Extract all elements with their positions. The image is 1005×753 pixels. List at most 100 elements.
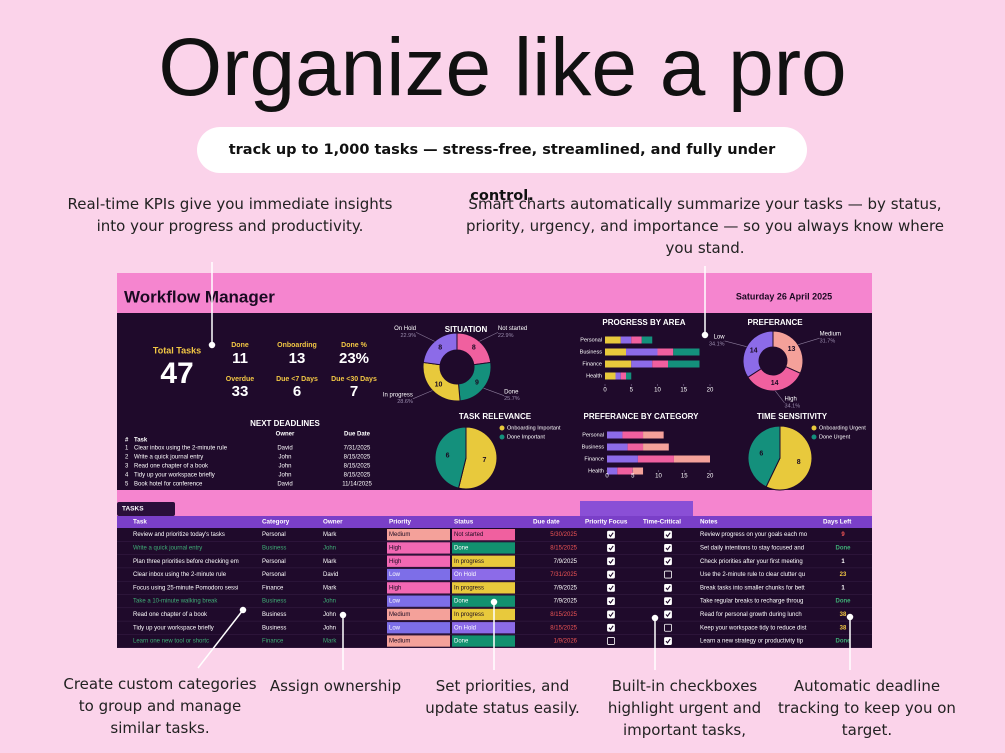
due-date-cell: 8/15/2025 [550,612,577,618]
category-cell: Finance [262,585,284,591]
checkbox [607,544,615,552]
dashboard: Workflow Manager Saturday 26 April 2025 TA… [117,273,872,648]
priority-cell: Low [389,572,401,578]
deadline-cell: 4 [125,473,129,479]
chart-title: PROGRESS BY AREA [602,318,685,327]
notes-cell: Learn a new strategy or productivity tip [700,639,804,645]
callout: Built-in checkboxes highlight urgent and… [607,677,762,739]
x-tick-label: 20 [707,474,714,480]
owner-cell: Mark [323,639,337,645]
days-left-cell: 9 [841,532,845,538]
due-date-cell: 7/9/2025 [554,585,578,591]
task-cell: Focus using 25-minute Pomodoro sessi [133,585,238,591]
owner-cell: John [323,599,336,605]
table-header [117,516,872,528]
column-header: Category [262,519,290,526]
status-pill [452,582,515,594]
x-tick-label: 0 [605,474,609,480]
category-cell: Personal [262,532,286,538]
slice-percent: 25.7% [504,396,520,402]
pie-slice [765,425,813,491]
bar-segment [607,443,628,451]
date: Saturday 26 April 2025 [736,291,832,301]
priority-pill [387,529,450,541]
checkbox [607,637,615,645]
x-tick-label: 5 [631,474,635,480]
bar-segment [631,360,653,368]
deadline-cell: 5 [125,482,129,488]
slice-percent: 34.1% [785,403,801,409]
days-left-cell: 38 [840,625,847,631]
status-pill [452,555,515,567]
deadline-cell: 11/14/2025 [342,482,372,488]
check [608,572,614,578]
tab-strip [117,490,872,516]
column-header: Notes [700,519,718,526]
owner-cell: Mark [323,559,337,565]
priority-pill [387,582,450,594]
slice-value: 8 [438,345,442,352]
status-cell: Done [454,599,469,605]
pie-slice [772,330,804,374]
owner-cell: John [323,625,336,631]
chart-title: SITUATION [445,325,488,334]
notes-cell: Review progress on your goals each mo [700,532,808,538]
column-header: Days Left [823,519,852,526]
checkbox [664,570,672,579]
deadline-cell: John [278,455,291,461]
status-cell: Done [454,639,469,645]
task-cell: Plan three priorities before checking em [133,559,239,565]
kpi-label: Total Tasks [153,345,201,355]
check [608,612,614,618]
legend-swatch [811,434,817,440]
status-pill [452,635,515,647]
x-tick-label: 10 [654,388,661,394]
pie-slice [742,330,774,378]
check [665,532,671,538]
leader-line [412,390,433,400]
check [608,598,614,604]
bar-segment [657,348,674,356]
checkbox [607,610,615,619]
bar-segment [626,348,658,356]
status-cell: In progress [454,559,484,565]
status-pill [452,608,515,621]
priority-pill [387,542,450,554]
column-header: Priority Focus [585,519,628,526]
category-label: Business [582,444,605,450]
due-date-cell: 5/30/2025 [550,532,577,538]
deadline-cell: 3 [125,464,129,470]
kpi-value: 33 [232,383,249,400]
slice-category: Low [714,335,726,341]
category-label: Health [588,468,604,474]
bar-segment [643,443,669,451]
check [665,638,671,644]
slice-value: 6 [759,451,763,458]
deadline-cell: 2 [125,455,129,461]
slice-value: 6 [446,453,450,460]
slice-value: 7 [483,457,487,464]
bar-segment [637,455,674,463]
deadline-cell: Book hotel for conference [134,482,203,488]
bar-segment [620,336,632,344]
priority-cell: Medium [389,612,410,618]
checkbox [607,583,615,592]
callout: Real-time KPIs give you immediate insigh… [67,195,393,235]
owner-cell: Mark [323,585,337,591]
checkbox [664,583,672,592]
leader-line [483,387,505,396]
owner-cell: Mark [323,532,337,538]
deadline-cell: 8/15/2025 [344,455,371,461]
checkbox [607,570,615,579]
legend-swatch [811,425,817,431]
status-cell: In progress [454,585,484,591]
category-label: Finance [584,456,604,462]
x-tick-label: 20 [707,388,714,394]
deadlines-header: Task [134,438,148,444]
bar-segment [607,455,638,463]
deadlines-header: Due Date [344,432,371,438]
slice-percent: 31.7% [820,339,836,345]
checkbox [607,597,615,606]
checkbox [664,530,672,539]
